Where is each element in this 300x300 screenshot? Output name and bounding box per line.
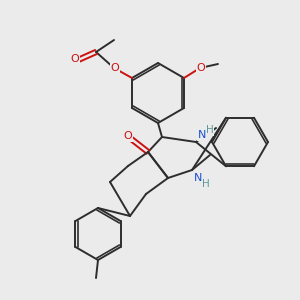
Text: O: O (70, 54, 80, 64)
Text: O: O (196, 63, 206, 73)
Text: H: H (206, 125, 214, 135)
Text: N: N (198, 130, 206, 140)
Text: O: O (111, 63, 119, 73)
Text: N: N (194, 173, 202, 183)
Text: H: H (202, 179, 210, 189)
Text: O: O (124, 131, 132, 141)
